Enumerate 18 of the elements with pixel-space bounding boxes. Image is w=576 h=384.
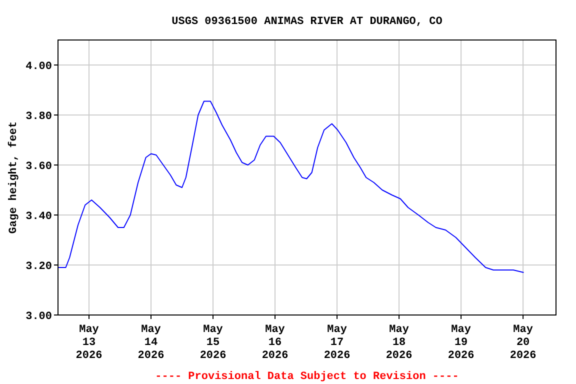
- y-axis-title: Gage height, feet: [7, 121, 20, 234]
- y-tick-label: 3.80: [26, 110, 52, 123]
- text: ---- Provisional Data Subject to Revision ----: [155, 371, 459, 383]
- x-tick-label: May 13 2026: [76, 324, 102, 362]
- x-tick-label: May 17 2026: [324, 324, 350, 362]
- x-tick-label: May 16 2026: [262, 324, 288, 362]
- x-tick-label: May 19 2026: [448, 324, 474, 362]
- y-tick-label: 3.60: [26, 160, 52, 173]
- x-tick-label: May 20 2026: [510, 324, 536, 362]
- x-tick-label: May 15 2026: [200, 324, 226, 362]
- chart-title: USGS 09361500 ANIMAS RIVER AT DURANGO, CO: [172, 16, 443, 28]
- y-tick-label: 3.00: [26, 310, 52, 323]
- y-tick-label: 4.00: [26, 60, 52, 73]
- y-tick-label: 3.20: [26, 260, 52, 273]
- x-tick-label: May 14 2026: [138, 324, 164, 362]
- x-tick-label: May 18 2026: [386, 324, 412, 362]
- line-series: [58, 100, 524, 273]
- y-tick-label: 3.40: [26, 210, 52, 223]
